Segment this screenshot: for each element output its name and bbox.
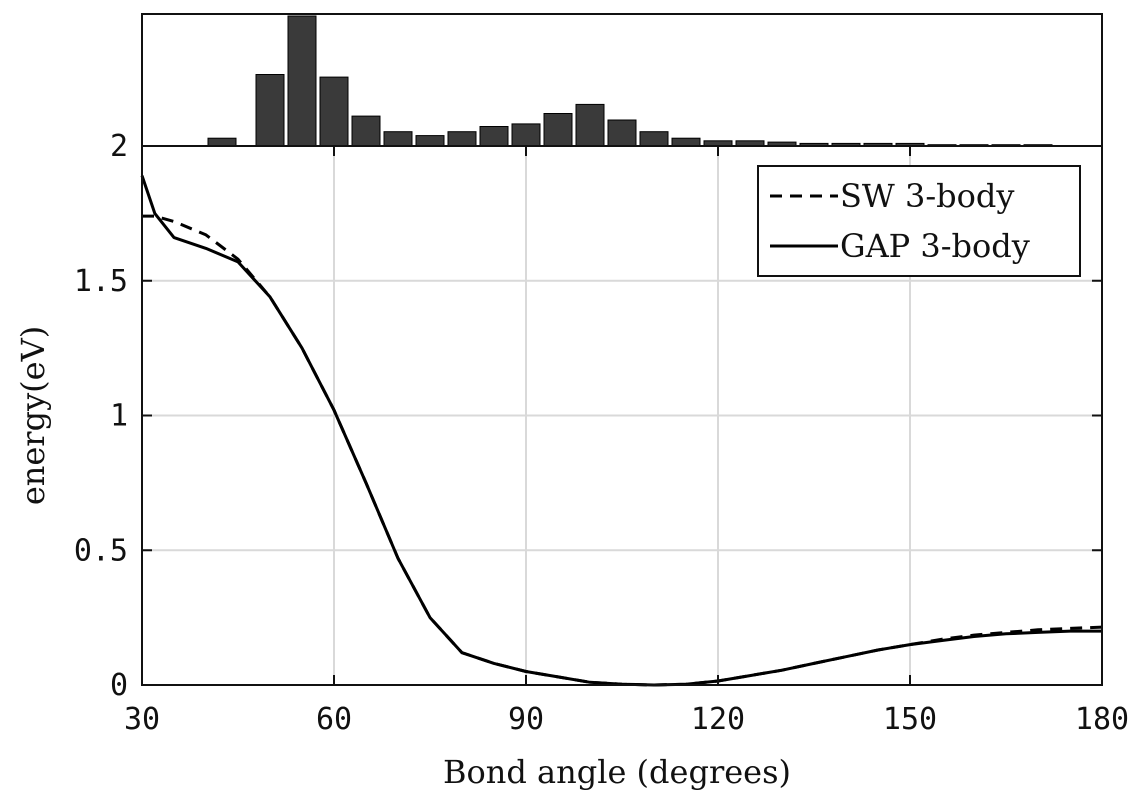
histogram-bar <box>543 113 573 147</box>
x-axis-label: Bond angle (degrees) <box>443 753 791 791</box>
legend: SW 3-body GAP 3-body <box>757 165 1081 277</box>
y-axis-label: energy(eV) <box>14 326 52 505</box>
y-tick-label: 0.5 <box>74 533 128 568</box>
sw-3-body-line <box>142 214 1103 687</box>
plot-lines <box>140 175 1103 687</box>
histogram-panel <box>141 13 1103 147</box>
gap-3-body-line <box>140 175 1102 687</box>
histogram-bar <box>351 115 381 147</box>
x-tick-label: 30 <box>124 702 160 737</box>
y-tick-label: 2 <box>110 129 128 164</box>
histogram-bar <box>255 74 285 147</box>
grid <box>142 146 1102 685</box>
histogram-bar <box>607 119 637 147</box>
y-tick-label: 1 <box>110 399 128 434</box>
axes: 30 60 90 120 150 180 0 0.5 1 1.5 2 Bond angle (degr… <box>14 129 1129 791</box>
histogram-bar <box>207 137 237 147</box>
histogram-bar <box>575 103 605 147</box>
histogram-bar <box>671 137 701 147</box>
histogram-bar <box>319 76 349 147</box>
x-tick-label: 60 <box>316 702 352 737</box>
histogram-bar <box>447 131 477 147</box>
histogram-frame <box>141 13 1103 146</box>
histogram-bar <box>639 131 669 147</box>
histogram-bar <box>415 135 445 147</box>
x-tick-label: 180 <box>1075 702 1129 737</box>
histogram-bar <box>383 131 413 147</box>
x-tick-label: 150 <box>883 702 937 737</box>
legend-entry: GAP 3-body <box>840 227 1030 265</box>
legend-box <box>757 165 1081 277</box>
histogram-bar <box>479 126 509 147</box>
legend-entry: SW 3-body <box>840 177 1014 215</box>
histogram-bar <box>287 15 317 147</box>
x-tick-label: 90 <box>508 702 544 737</box>
histogram-bar <box>511 123 541 147</box>
y-tick-label: 0 <box>110 668 128 703</box>
y-tick-label: 1.5 <box>74 264 128 299</box>
x-tick-label: 120 <box>691 702 745 737</box>
